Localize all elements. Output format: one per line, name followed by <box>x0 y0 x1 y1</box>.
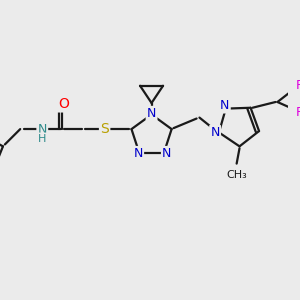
Text: H: H <box>38 134 46 144</box>
Text: N: N <box>134 147 143 160</box>
Text: F: F <box>296 106 300 119</box>
Text: CH₃: CH₃ <box>226 170 247 180</box>
Text: N: N <box>147 107 156 120</box>
Text: S: S <box>100 122 109 136</box>
Text: N: N <box>210 126 220 139</box>
Text: N: N <box>220 99 230 112</box>
Text: O: O <box>58 97 69 111</box>
Text: F: F <box>296 79 300 92</box>
Text: N: N <box>38 123 47 136</box>
Text: N: N <box>162 147 172 160</box>
